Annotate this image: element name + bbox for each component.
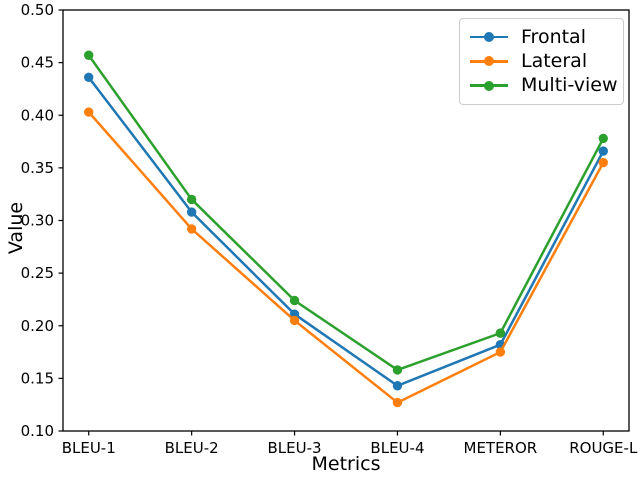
data-point-frontal-bleu-1	[84, 72, 94, 83]
x-tick-label: BLEU-3	[268, 439, 322, 457]
y-tick-label: 0.25	[21, 264, 54, 282]
data-point-multi-view-rouge-l	[598, 133, 608, 144]
y-tick-label: 0.15	[21, 369, 54, 387]
legend: Frontal Lateral Multi-view	[459, 18, 624, 105]
y-tick-label: 0.40	[21, 106, 54, 124]
x-tick-label: BLEU-2	[165, 439, 219, 457]
data-point-frontal-bleu-4	[392, 381, 403, 391]
legend-label: Frontal	[521, 25, 586, 48]
data-point-lateral-rouge-l	[598, 157, 608, 168]
y-tick-label: 0.35	[21, 159, 54, 177]
data-point-lateral-bleu-2	[186, 224, 197, 234]
x-tick-label: METEROR	[464, 439, 538, 457]
series-line-frontal	[87, 76, 605, 387]
y-tick-label: 0.20	[21, 317, 54, 335]
data-point-multi-view-bleu-2	[186, 194, 197, 205]
y-tick-label: 0.45	[21, 54, 54, 72]
x-tick-label: BLEU-1	[62, 439, 116, 457]
legend-marker-multi-view	[470, 80, 508, 91]
data-point-multi-view-meteror	[495, 328, 506, 338]
data-point-multi-view-bleu-4	[392, 365, 403, 375]
y-tick-label: 0.30	[21, 212, 54, 230]
data-point-lateral-bleu-3	[289, 315, 300, 326]
series-line-lateral	[87, 111, 605, 404]
data-point-lateral-bleu-1	[84, 107, 94, 117]
legend-label: Lateral	[521, 49, 588, 72]
x-axis-label: Metrics	[311, 453, 381, 475]
legend-entry-lateral: Lateral	[470, 49, 613, 72]
y-tick-label: 0.50	[21, 1, 54, 19]
legend-label: Multi-view	[521, 74, 618, 97]
data-point-frontal-bleu-2	[186, 207, 197, 217]
y-tick-label: 0.10	[21, 422, 54, 440]
legend-entry-frontal: Frontal	[470, 25, 613, 48]
series-line-multi-view	[87, 54, 605, 372]
x-tick-label: BLEU-4	[370, 439, 424, 457]
y-axis-label: Value	[5, 201, 27, 255]
legend-entry-multi-view: Multi-view	[470, 76, 618, 95]
data-point-multi-view-bleu-1	[84, 50, 94, 60]
x-tick-label: ROUGE-L	[569, 439, 638, 457]
data-point-lateral-meteror	[495, 347, 506, 357]
data-point-multi-view-bleu-3	[289, 295, 300, 306]
data-point-lateral-bleu-4	[392, 397, 403, 408]
legend-marker-frontal	[470, 32, 508, 43]
legend-marker-lateral	[470, 56, 508, 67]
data-point-frontal-rouge-l	[598, 146, 608, 156]
